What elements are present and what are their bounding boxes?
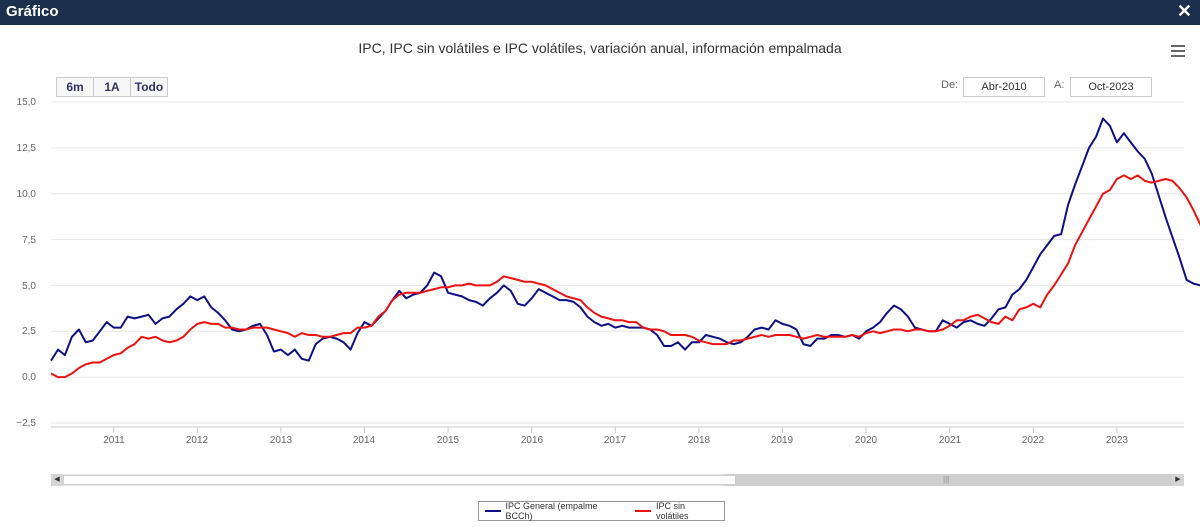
scrollbar-track	[63, 475, 736, 485]
scrollbar-grip-icon[interactable]: |||	[943, 475, 950, 484]
legend-line-icon	[485, 510, 501, 512]
y-tick-label: 12,5	[16, 143, 36, 154]
x-tick-label: 2020	[854, 435, 878, 446]
x-tick-label: 2022	[1021, 435, 1045, 446]
scrollbar-thumb[interactable]	[724, 474, 1174, 486]
range-button-all[interactable]: Todo	[134, 80, 164, 94]
range-button-1y[interactable]: 1A	[94, 78, 131, 96]
range-selector: 6m 1A Todo	[56, 77, 168, 97]
legend-item-ipc-general[interactable]: IPC General (empalme BCCh)	[485, 501, 623, 521]
from-date-label: De:	[941, 79, 959, 91]
window-titlebar: Gráfico ✕	[0, 0, 1200, 25]
scroll-left-arrow-icon[interactable]: ◀	[51, 474, 63, 486]
y-tick-label: 15,0	[16, 97, 36, 108]
legend-label: IPC General (empalme BCCh)	[505, 501, 598, 521]
to-date-input[interactable]: Oct-2023	[1070, 77, 1152, 97]
x-tick-label: 2019	[770, 435, 794, 446]
series-line-ipc-sin-volatiles	[50, 174, 1200, 379]
x-tick-label: 2016	[520, 435, 544, 446]
range-button-6m[interactable]: 6m	[57, 78, 94, 96]
x-tick-label: 2021	[938, 435, 962, 446]
from-date-input[interactable]: Abr-2010	[963, 77, 1045, 97]
x-tick-label: 2017	[603, 435, 627, 446]
y-tick-label: 7,5	[22, 235, 36, 246]
navigator-scrollbar[interactable]: ◀ ||| ▶	[51, 474, 1184, 486]
y-tick-label: 0,0	[22, 372, 36, 383]
x-tick-label: 2012	[185, 435, 209, 446]
chart-title: IPC, IPC sin volátiles e IPC volátiles, …	[358, 40, 842, 56]
y-tick-label: −2,5	[16, 418, 36, 429]
window-title: Gráfico	[6, 3, 59, 20]
hamburger-menu-icon[interactable]	[1171, 45, 1185, 59]
legend-item-ipc-sin-volatiles[interactable]: IPC sin volátiles	[635, 501, 718, 521]
series-lines	[50, 117, 1200, 379]
close-icon[interactable]: ✕	[1176, 1, 1192, 21]
legend-label: IPC sin volátiles	[655, 501, 689, 521]
x-tick-label: 2011	[103, 435, 125, 446]
y-tick-label: 5,0	[22, 281, 36, 292]
y-tick-label: 2,5	[22, 326, 36, 337]
chart-legend: IPC General (empalme BCCh) IPC sin volát…	[478, 501, 725, 521]
x-tick-label: 2013	[269, 435, 293, 446]
legend-line-icon	[635, 510, 651, 512]
x-tick-label: 2014	[352, 435, 376, 446]
y-tick-label: 10,0	[16, 189, 36, 200]
to-date-label: A:	[1054, 79, 1065, 91]
x-tick-label: 2023	[1105, 435, 1129, 446]
grid-lines	[51, 101, 1184, 433]
x-tick-label: 2015	[436, 435, 460, 446]
scroll-right-arrow-icon[interactable]: ▶	[1172, 474, 1184, 486]
x-tick-label: 2018	[687, 435, 711, 446]
